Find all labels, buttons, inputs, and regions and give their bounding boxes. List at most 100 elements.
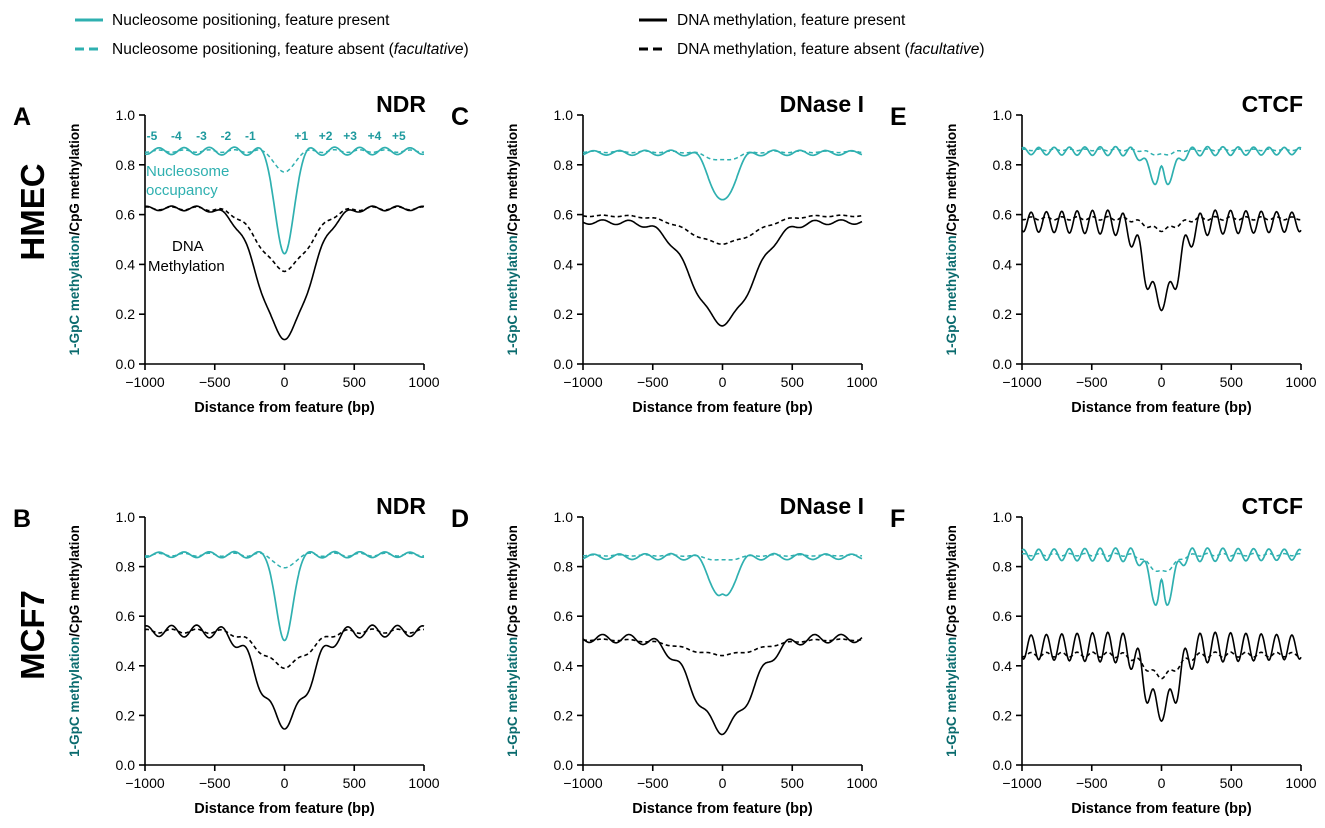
panel-a-annotations: Nucleosome occupancy DNA Methylation -5-… <box>146 129 406 275</box>
panel-title: DNase I <box>780 493 864 519</box>
panel-letter: B <box>13 505 31 533</box>
series-line-meth-absent <box>582 214 863 245</box>
panel-title: CTCF <box>1242 91 1303 117</box>
y-axis-label-part1: 1-GpC methylation <box>505 235 520 355</box>
nucleosome-position-label: +2 <box>319 129 333 143</box>
y-tick-label: 1.0 <box>993 107 1013 123</box>
x-axis-label: Distance from feature (bp) <box>1071 400 1252 416</box>
series-line-meth-absent <box>144 205 425 273</box>
x-tick-label: −500 <box>1076 775 1108 791</box>
legend: Nucleosome positioning, feature present … <box>75 12 985 58</box>
y-axis-label-part1: 1-GpC methylation <box>67 235 82 355</box>
y-axis-label: 1-GpC methylation/CpG methylation <box>944 124 959 356</box>
nucleosome-position-label: +4 <box>368 129 382 143</box>
panel-c: 0.0 0.2 0.4 0.6 0.8 1.0 −1000 −500 0 500 1000 Dista… <box>451 91 878 416</box>
series-line-meth-present <box>582 633 863 736</box>
series-line-meth-absent <box>1021 651 1302 680</box>
series-line-meth-present <box>1021 631 1302 723</box>
y-axis-label: 1-GpC methylation/CpG methylation <box>505 124 520 356</box>
dna-methylation-label-line2: Methylation <box>148 258 225 275</box>
x-tick-label: 1000 <box>408 374 439 390</box>
series-line-nuc-absent <box>1021 148 1302 156</box>
x-axis-label: Distance from feature (bp) <box>194 801 375 817</box>
x-tick-label: −500 <box>1076 374 1108 390</box>
y-tick-label: 0.8 <box>116 559 136 575</box>
y-axis-label-part1: 1-GpC methylation <box>944 235 959 355</box>
x-tick-label: 1000 <box>846 775 877 791</box>
x-tick-label: 1000 <box>408 775 439 791</box>
y-tick-label: 0.4 <box>993 256 1013 272</box>
y-tick-label: 0.0 <box>554 356 574 372</box>
x-tick-label: 500 <box>343 374 367 390</box>
legend-label-nuc-present: Nucleosome positioning, feature present <box>112 12 390 29</box>
x-tick-label: 500 <box>781 374 805 390</box>
series-line-nuc-absent <box>1021 552 1302 573</box>
y-tick-label: 0.6 <box>116 207 136 223</box>
y-tick-label: 0.6 <box>116 608 136 624</box>
panel-b: 0.0 0.2 0.4 0.6 0.8 1.0 −1000 −500 0 500 1000 Dista… <box>13 493 440 817</box>
panel-title: NDR <box>376 493 426 519</box>
row-label-hmec: HMEC <box>14 163 51 260</box>
y-axis-label: 1-GpC methylation/CpG methylation <box>67 124 82 356</box>
series-line-meth-present <box>582 219 863 327</box>
legend-label-meth-absent-post: ) <box>979 41 984 58</box>
panel-letter: D <box>451 505 469 533</box>
nucleosome-occupancy-label-line1: Nucleosome <box>146 163 229 180</box>
y-axis-label-part2: /CpG methylation <box>67 525 82 637</box>
legend-label-nuc-absent: Nucleosome positioning, feature absent (… <box>112 41 469 58</box>
x-tick-label: −1000 <box>1002 374 1042 390</box>
x-tick-label: 500 <box>1220 775 1244 791</box>
panel-title: DNase I <box>780 91 864 117</box>
y-axis-label-part2: /CpG methylation <box>505 124 520 236</box>
series-line-nuc-present <box>582 552 863 597</box>
y-tick-label: 0.2 <box>554 707 574 723</box>
legend-label-nuc-absent-pre: Nucleosome positioning, feature absent ( <box>112 41 395 58</box>
series-line-meth-present <box>1021 209 1302 312</box>
legend-label-nuc-absent-post: ) <box>464 41 469 58</box>
y-tick-label: 0.6 <box>993 608 1013 624</box>
y-axis-label-part2: /CpG methylation <box>944 525 959 637</box>
x-axis-label: Distance from feature (bp) <box>194 400 375 416</box>
x-tick-label: −500 <box>199 374 231 390</box>
x-tick-label: −500 <box>637 775 669 791</box>
panels: 0.0 0.2 0.4 0.6 0.8 1.0 −1000 −500 0 500 1000 Dista… <box>13 91 1317 817</box>
y-tick-label: 0.4 <box>554 658 574 674</box>
nucleosome-position-label: -3 <box>196 129 207 143</box>
legend-label-meth-present: DNA methylation, feature present <box>677 12 906 29</box>
series-line-nuc-present <box>144 550 425 642</box>
x-tick-label: 500 <box>781 775 805 791</box>
x-tick-label: −1000 <box>125 775 165 791</box>
nucleosome-position-label: +1 <box>294 129 308 143</box>
y-axis-label-part1: 1-GpC methylation <box>67 637 82 757</box>
y-tick-label: 0.0 <box>554 757 574 773</box>
y-tick-label: 0.8 <box>993 559 1013 575</box>
dna-methylation-label-line1: DNA <box>172 238 204 255</box>
y-tick-label: 0.0 <box>993 757 1013 773</box>
x-tick-label: −500 <box>637 374 669 390</box>
y-axis-label-part1: 1-GpC methylation <box>505 637 520 757</box>
legend-item-meth-absent: DNA methylation, feature absent (faculta… <box>639 41 985 58</box>
legend-label-meth-absent: DNA methylation, feature absent (faculta… <box>677 41 985 58</box>
series-line-nuc-present <box>582 149 863 201</box>
x-tick-label: 500 <box>1220 374 1244 390</box>
x-tick-label: −500 <box>199 775 231 791</box>
legend-label-meth-absent-em: facultative <box>910 41 980 58</box>
legend-item-nuc-present: Nucleosome positioning, feature present <box>75 12 390 29</box>
y-tick-label: 0.0 <box>116 356 136 372</box>
x-tick-label: 0 <box>281 775 289 791</box>
y-tick-label: 0.6 <box>554 207 574 223</box>
series-line-nuc-absent <box>583 150 862 161</box>
x-tick-label: −1000 <box>1002 775 1042 791</box>
series-line-meth-absent <box>1021 215 1302 233</box>
y-tick-label: 0.8 <box>993 157 1013 173</box>
x-tick-label: 0 <box>281 374 289 390</box>
nucleosome-position-label: -5 <box>147 129 158 143</box>
y-tick-label: 0.6 <box>993 207 1013 223</box>
y-tick-label: 1.0 <box>554 509 574 525</box>
legend-item-nuc-absent: Nucleosome positioning, feature absent (… <box>75 41 469 58</box>
y-tick-label: 0.4 <box>993 658 1013 674</box>
nucleosome-position-label: -2 <box>221 129 232 143</box>
y-tick-label: 0.8 <box>554 157 574 173</box>
y-axis-label-part2: /CpG methylation <box>505 525 520 637</box>
